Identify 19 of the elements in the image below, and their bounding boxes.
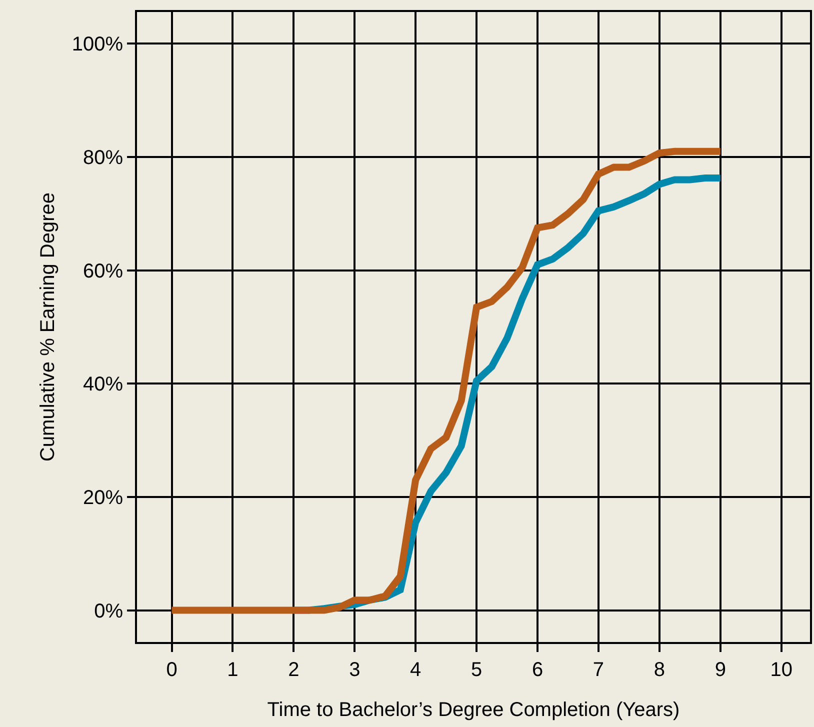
y-tick-label: 0% <box>94 600 124 622</box>
x-tick-label: 9 <box>714 659 726 681</box>
y-tick-label: 40% <box>82 374 124 396</box>
x-tick-label: 5 <box>470 659 482 681</box>
y-tick-label: 80% <box>82 147 124 170</box>
x-tick-label: 0 <box>166 659 178 681</box>
x-tick-label: 2 <box>288 659 300 681</box>
x-tick-label: 1 <box>227 659 238 681</box>
y-tick-label: 20% <box>82 486 124 509</box>
x-tick-label: 10 <box>770 659 792 681</box>
x-tick-label: 7 <box>592 659 604 681</box>
x-tick-label: 8 <box>654 659 665 681</box>
x-tick-label: 6 <box>532 659 544 681</box>
x-axis-title: Time to Bachelor’s Degree Completion (Years) <box>267 699 680 721</box>
x-tick-label: 4 <box>410 659 422 681</box>
y-axis-title: Cumulative % Earning Degree <box>36 192 59 462</box>
y-tick-label: 60% <box>82 260 124 282</box>
y-tick-label: 100% <box>72 34 124 56</box>
x-tick-label: 3 <box>349 659 360 681</box>
